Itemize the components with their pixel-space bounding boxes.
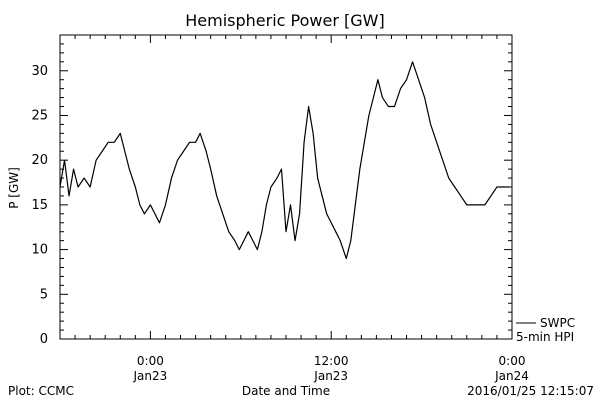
y-tick-label: 15	[31, 198, 48, 213]
chart-title: Hemispheric Power [GW]	[185, 11, 384, 30]
x-tick-date-label: Jan23	[133, 369, 168, 383]
legend-hpi-label: 5-min HPI	[516, 330, 574, 344]
series-line	[59, 61, 509, 260]
x-tick-time-label: 12:00	[314, 354, 349, 368]
y-axis-label: P [GW]	[7, 167, 21, 209]
y-tick-label: 0	[40, 332, 48, 347]
footer-left-label: Plot: CCMC	[8, 384, 74, 398]
y-tick-label: 10	[31, 243, 48, 258]
footer-right-label: 2016/01/25 12:15:07	[467, 384, 594, 398]
y-tick-label: 25	[31, 108, 48, 123]
x-tick-date-label: Jan23	[313, 369, 348, 383]
y-tick-label: 5	[40, 287, 48, 302]
x-axis-label: Date and Time	[242, 384, 330, 398]
x-tick-time-label: 0:00	[137, 354, 164, 368]
legend: SWPC 5-min HPI	[516, 316, 575, 344]
y-axis: 0 5 10 15 20 25 30	[31, 43, 512, 347]
legend-swpc-label: SWPC	[540, 316, 575, 330]
y-tick-label: 30	[31, 64, 48, 79]
x-tick-time-label: 0:00	[499, 354, 526, 368]
y-tick-label: 20	[31, 153, 48, 168]
series-layer	[59, 61, 509, 260]
plot-frame	[59, 34, 513, 340]
x-tick-date-label: Jan24	[494, 369, 529, 383]
